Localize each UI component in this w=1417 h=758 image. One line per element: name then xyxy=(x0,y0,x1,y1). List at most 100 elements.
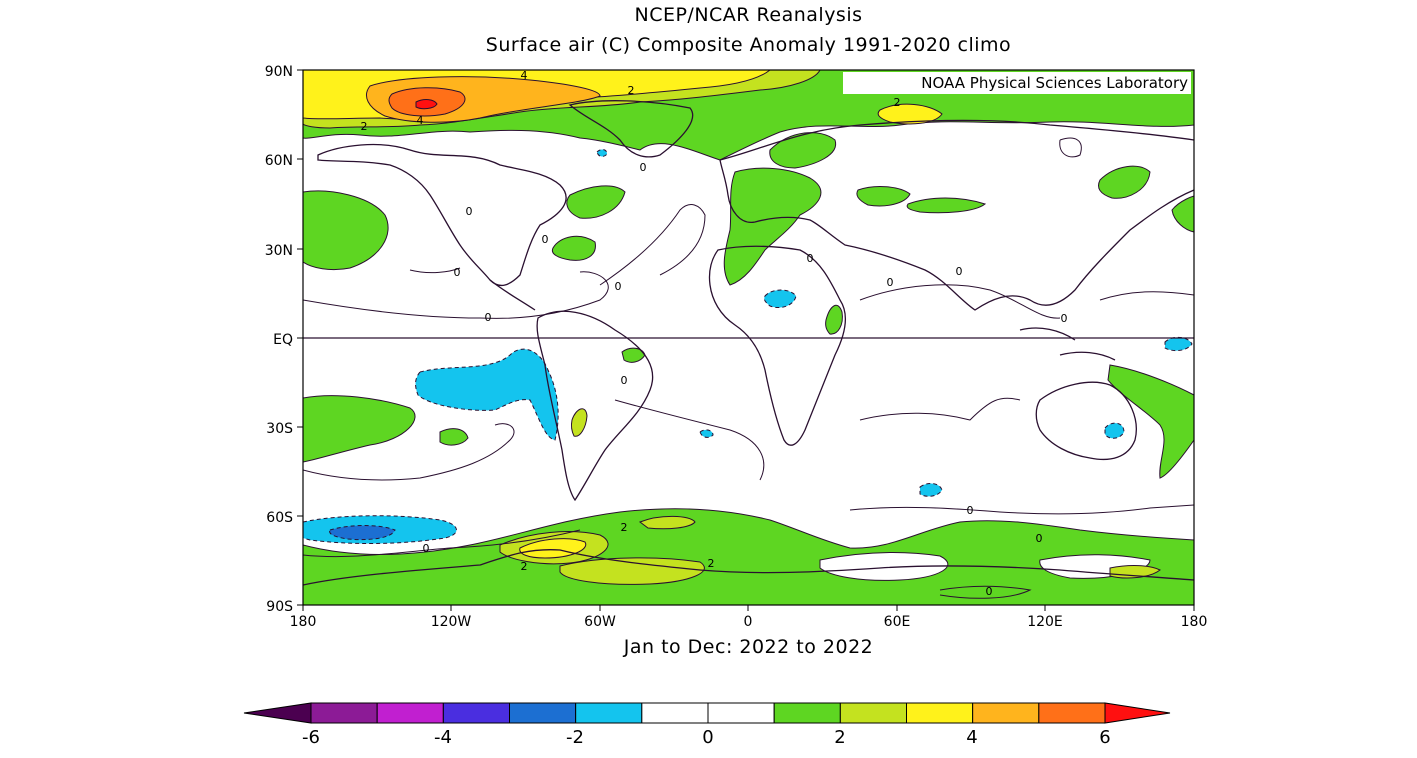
anomaly-region-europe xyxy=(723,167,822,286)
time-period-label: Jan to Dec: 2022 to 2022 xyxy=(623,636,874,658)
map-title: NCEP/NCAR Reanalysis xyxy=(634,4,863,26)
anomaly-region-southeast-pacific xyxy=(415,348,559,441)
lat-label: 60S xyxy=(266,510,293,526)
coastline-eurasia xyxy=(719,119,1194,311)
coastline-greenland xyxy=(568,100,694,158)
zero-contour-south-pacific xyxy=(303,423,515,481)
contour-label: 2 xyxy=(361,120,368,133)
zero-contour-atlantic xyxy=(599,204,706,286)
coastlines xyxy=(303,100,1194,586)
contour-label: 0 xyxy=(466,205,473,218)
anomaly-region-greenland-small xyxy=(596,149,608,157)
antarctic-yellow-peninsula xyxy=(519,538,587,559)
lon-label: 180 xyxy=(290,614,317,630)
colorbar-cell xyxy=(972,702,1040,724)
credit-box xyxy=(843,72,1191,94)
anomaly-region-north-pacific-east xyxy=(1171,195,1194,233)
contour-label: 2 xyxy=(521,560,528,573)
zero-contour-southern-ocean xyxy=(303,504,1194,558)
contour-label: 0 xyxy=(1061,312,1068,325)
lat-label: 90N xyxy=(265,64,293,80)
zero-contour-siberia xyxy=(1059,137,1082,158)
anomaly-region-west-atlantic xyxy=(551,235,596,261)
anomaly-region-south-pacific-small xyxy=(439,428,469,446)
siberia-yellow-region xyxy=(877,103,943,125)
contour-label: 2 xyxy=(894,96,901,109)
zero-contour-south-atlantic xyxy=(614,399,765,481)
zero-contour-equatorial-pacific xyxy=(409,267,1194,301)
anomaly-region-northeast-pacific xyxy=(303,190,389,271)
lat-label: 30S xyxy=(266,421,293,437)
lon-label: 180 xyxy=(1181,614,1208,630)
arctic-red-core xyxy=(415,99,438,110)
contour-label: 0 xyxy=(967,504,974,517)
contour-label: 2 xyxy=(628,84,635,97)
colorbar: -6 -4 -2 0 2 4 6 xyxy=(243,702,1171,748)
contour-label: 4 xyxy=(521,69,528,82)
zero-contour-north-pacific xyxy=(303,271,609,319)
colorbar-cell xyxy=(509,702,577,724)
lon-label: 120W xyxy=(431,614,472,630)
colorbar-cell xyxy=(575,702,643,724)
colorbar-cell xyxy=(442,702,511,724)
anomaly-region-east-siberia xyxy=(1098,165,1151,199)
coastline-australia xyxy=(1035,381,1137,461)
colorbar-tick-label: -2 xyxy=(566,727,584,748)
contour-label: 0 xyxy=(621,374,628,387)
anomaly-region-sahel xyxy=(763,289,797,309)
coastline-north-america xyxy=(317,143,567,287)
antarctic-white-gap-1 xyxy=(819,552,949,581)
colorbar-tick-label: -4 xyxy=(434,727,452,748)
colorbar-tick-label: -6 xyxy=(302,727,320,748)
contour-label: 4 xyxy=(417,114,424,127)
longitude-labels: 180 120W 60W 0 60E 120E 180 xyxy=(290,614,1208,630)
anomaly-region-south-pacific-west xyxy=(303,395,416,463)
lon-label: 60W xyxy=(584,614,616,630)
anomaly-region-southwest-pacific xyxy=(1107,364,1194,479)
colorbar-under-arrow xyxy=(243,702,312,724)
lon-label: 0 xyxy=(744,614,753,630)
zero-contour-antarctic xyxy=(939,585,1032,599)
latitude-ticks xyxy=(297,69,303,606)
zero-contour-indian xyxy=(859,284,1061,319)
contour-label: 0 xyxy=(956,265,963,278)
colorbar-tick-label: 2 xyxy=(834,727,845,748)
zero-contours xyxy=(303,137,1194,599)
southern-ocean-green-band xyxy=(303,508,1194,605)
lon-label: 120E xyxy=(1027,614,1063,630)
map-subtitle: Surface air (C) Composite Anomaly 1991-2… xyxy=(485,34,1012,56)
colorbar-tick-label: 6 xyxy=(1099,727,1110,748)
contour-label: 0 xyxy=(423,542,430,555)
contour-label: 0 xyxy=(485,311,492,324)
anomaly-region-north-atlantic xyxy=(566,185,626,219)
anomaly-region-australia xyxy=(1104,422,1125,439)
colorbar-cell xyxy=(641,702,709,724)
colorbar-tick-label: 4 xyxy=(966,727,977,748)
coastline-central-america xyxy=(489,279,536,311)
anomaly-region-tasman xyxy=(699,429,714,438)
contour-label: 0 xyxy=(887,276,894,289)
contour-label: 0 xyxy=(1036,532,1043,545)
longitude-ticks xyxy=(302,605,1195,611)
zero-contour-south-indian xyxy=(859,397,1021,421)
contour-labels: 4 2 2 2 4 0 0 0 0 0 0 0 0 0 0 0 2 2 2 0 … xyxy=(361,69,1068,598)
colorbar-over-arrow xyxy=(1104,702,1171,724)
southern-ocean-yellowgreen-atlantic xyxy=(638,515,696,530)
anomaly-region-siberia xyxy=(906,197,987,214)
anomaly-region-andes xyxy=(570,408,588,437)
latitude-labels: 90N 60N 30N EQ 30S 60S 90S xyxy=(265,64,293,615)
contour-label: 0 xyxy=(640,161,647,174)
anomaly-region-south-indian xyxy=(919,482,943,497)
anomaly-region-africa-east xyxy=(825,304,843,335)
colorbar-tick-labels: -6 -4 -2 0 2 4 6 xyxy=(302,727,1111,748)
colorbar-cell xyxy=(839,702,907,724)
colorbar-cell xyxy=(906,702,974,724)
colorbar-cell xyxy=(1038,702,1106,724)
coastline-south-america xyxy=(536,310,654,502)
lat-label: EQ xyxy=(273,332,293,348)
credit-label: NOAA Physical Sciences Laboratory xyxy=(921,74,1188,92)
map-plot-area: NOAA Physical Sciences Laboratory 4 2 2 … xyxy=(303,69,1194,605)
anomaly-region-amundsen-core xyxy=(329,525,396,541)
anomaly-region-scandinavia xyxy=(769,132,837,169)
